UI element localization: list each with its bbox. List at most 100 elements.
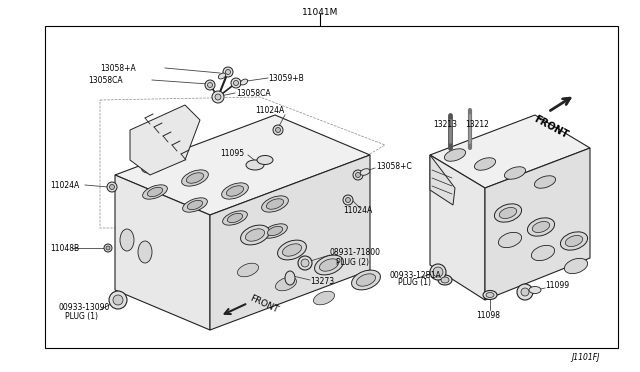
Circle shape <box>231 78 241 88</box>
Ellipse shape <box>532 221 550 232</box>
Ellipse shape <box>241 225 269 245</box>
Text: 13059+B: 13059+B <box>268 74 304 83</box>
Circle shape <box>433 267 443 277</box>
Circle shape <box>106 246 110 250</box>
Circle shape <box>273 125 283 135</box>
Ellipse shape <box>245 229 264 241</box>
Text: 13058CA: 13058CA <box>88 76 123 84</box>
Ellipse shape <box>531 246 555 261</box>
Polygon shape <box>430 115 590 188</box>
Ellipse shape <box>218 73 226 79</box>
Circle shape <box>215 94 221 100</box>
Text: PLUG (1): PLUG (1) <box>398 279 431 288</box>
Text: 08931-71800: 08931-71800 <box>330 247 381 257</box>
Ellipse shape <box>444 149 465 161</box>
Circle shape <box>346 198 351 202</box>
Ellipse shape <box>486 292 494 298</box>
Text: J1101FJ: J1101FJ <box>572 353 600 362</box>
Ellipse shape <box>246 160 264 170</box>
Bar <box>45 26 618 348</box>
Circle shape <box>517 284 533 300</box>
Ellipse shape <box>565 235 582 247</box>
Ellipse shape <box>278 240 307 260</box>
Ellipse shape <box>143 185 168 199</box>
Circle shape <box>109 291 127 309</box>
Text: FRONT: FRONT <box>248 294 280 315</box>
Ellipse shape <box>240 79 248 85</box>
Text: 11098: 11098 <box>476 311 500 321</box>
Polygon shape <box>115 175 210 330</box>
Ellipse shape <box>237 263 259 277</box>
Polygon shape <box>130 105 200 175</box>
Ellipse shape <box>483 291 497 299</box>
Ellipse shape <box>186 173 204 183</box>
Text: 13058CA: 13058CA <box>236 89 271 97</box>
Ellipse shape <box>441 277 449 283</box>
Ellipse shape <box>147 187 163 197</box>
Circle shape <box>207 83 212 87</box>
Circle shape <box>223 67 233 77</box>
Ellipse shape <box>315 255 344 275</box>
Ellipse shape <box>504 167 525 179</box>
Circle shape <box>225 70 230 74</box>
Ellipse shape <box>564 259 588 274</box>
Text: 13273: 13273 <box>310 276 334 285</box>
Circle shape <box>205 80 215 90</box>
Ellipse shape <box>495 204 522 222</box>
Ellipse shape <box>262 196 289 212</box>
Ellipse shape <box>360 169 370 175</box>
Ellipse shape <box>182 198 207 212</box>
Ellipse shape <box>275 277 296 291</box>
Polygon shape <box>485 148 590 300</box>
Ellipse shape <box>351 270 380 290</box>
Ellipse shape <box>147 160 164 170</box>
Ellipse shape <box>227 214 243 223</box>
Ellipse shape <box>356 274 376 286</box>
Text: 11041M: 11041M <box>302 8 338 17</box>
Text: 13213: 13213 <box>433 119 457 128</box>
Ellipse shape <box>138 241 152 263</box>
Text: 00933-13090: 00933-13090 <box>58 304 109 312</box>
Circle shape <box>104 244 112 252</box>
Circle shape <box>298 256 312 270</box>
Polygon shape <box>115 115 370 215</box>
Ellipse shape <box>534 176 556 188</box>
Ellipse shape <box>188 201 203 210</box>
Text: 11024A: 11024A <box>343 205 372 215</box>
Ellipse shape <box>499 232 522 248</box>
Polygon shape <box>210 155 370 330</box>
Polygon shape <box>430 155 485 300</box>
Text: FRONT: FRONT <box>532 113 570 140</box>
Ellipse shape <box>561 232 588 250</box>
Circle shape <box>212 91 224 103</box>
Circle shape <box>275 128 280 132</box>
Polygon shape <box>430 155 455 205</box>
Ellipse shape <box>227 186 244 196</box>
Circle shape <box>109 185 115 189</box>
Text: 11048B: 11048B <box>50 244 79 253</box>
Circle shape <box>521 288 529 296</box>
Text: 13058+C: 13058+C <box>376 161 412 170</box>
Ellipse shape <box>499 208 516 218</box>
Circle shape <box>234 80 239 86</box>
Circle shape <box>107 182 117 192</box>
Circle shape <box>113 295 123 305</box>
Text: 13058+A: 13058+A <box>100 64 136 73</box>
Ellipse shape <box>257 155 273 164</box>
Circle shape <box>353 170 363 180</box>
Text: 11099: 11099 <box>545 282 569 291</box>
Circle shape <box>430 264 446 280</box>
Circle shape <box>343 195 353 205</box>
Text: PLUG (2): PLUG (2) <box>336 257 369 266</box>
Ellipse shape <box>262 224 287 238</box>
Circle shape <box>301 259 309 267</box>
Text: PLUG (1): PLUG (1) <box>65 312 98 321</box>
Text: 13212: 13212 <box>465 119 489 128</box>
Ellipse shape <box>285 271 295 285</box>
Circle shape <box>355 173 360 177</box>
Ellipse shape <box>120 229 134 251</box>
Ellipse shape <box>438 275 452 285</box>
Text: 11095: 11095 <box>220 148 244 157</box>
Ellipse shape <box>529 286 541 294</box>
Text: 11024A: 11024A <box>255 106 284 115</box>
